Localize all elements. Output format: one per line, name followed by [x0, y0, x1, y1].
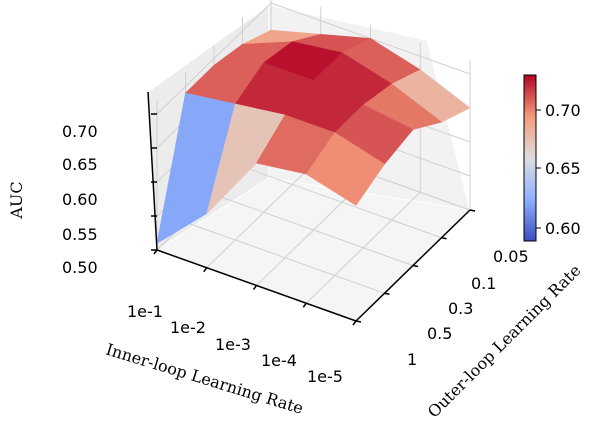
z-tick-label: 0.70	[62, 122, 98, 141]
y-tick-label: 0.5	[427, 324, 452, 343]
y-tick-label: 0.1	[471, 274, 496, 293]
colorbar-tick-label: 0.60	[545, 219, 581, 238]
y-tick-label: 1	[407, 350, 417, 369]
axis-tick	[355, 320, 362, 323]
axis-tick	[469, 209, 476, 212]
gridline	[242, 166, 442, 239]
z-tick-label: 0.65	[62, 155, 98, 174]
axis-ticks	[151, 113, 476, 326]
z-tick-label: 0.55	[62, 225, 98, 244]
x-tick-label: 1e-2	[170, 318, 206, 337]
axis-tick	[412, 264, 419, 268]
y-tick-label: 0.3	[448, 299, 473, 318]
axis-tick	[252, 285, 258, 290]
surface-patch	[305, 132, 385, 206]
axis-tick	[384, 292, 390, 295]
gridline	[156, 2, 272, 115]
z-tick-label: 0.60	[62, 190, 98, 209]
axis-tick	[302, 302, 307, 308]
x-tick-labels: 1e-1 1e-2 1e-3 1e-4 1e-5	[127, 302, 343, 386]
z-axis-label: AUC	[7, 181, 26, 219]
gridline	[213, 194, 414, 266]
colorbar: 0.70 0.65 0.60	[523, 74, 581, 242]
axis-tick	[352, 320, 357, 326]
z-tick-label: 0.50	[62, 258, 98, 277]
axis-tick	[441, 237, 447, 240]
axis-tick	[203, 267, 208, 273]
x-tick-label: 1e-3	[215, 335, 251, 354]
colorbar-tick-label: 0.65	[545, 159, 581, 178]
x-tick-label: 1e-1	[127, 302, 163, 321]
y-tick-labels: 0.05 0.1 0.3 0.5 1	[407, 247, 529, 369]
auc-surface	[156, 29, 471, 244]
x-tick-label: 1e-4	[261, 351, 297, 370]
colorbar-tick-label: 0.70	[545, 101, 581, 120]
gridline	[185, 221, 385, 294]
y-tick-label: 0.05	[493, 247, 529, 266]
x-tick-label: 1e-5	[307, 367, 343, 386]
z-tick-labels: 0.70 0.65 0.60 0.55 0.50	[62, 122, 98, 277]
z-axis	[147, 91, 158, 251]
colorbar-gradient	[523, 74, 537, 242]
